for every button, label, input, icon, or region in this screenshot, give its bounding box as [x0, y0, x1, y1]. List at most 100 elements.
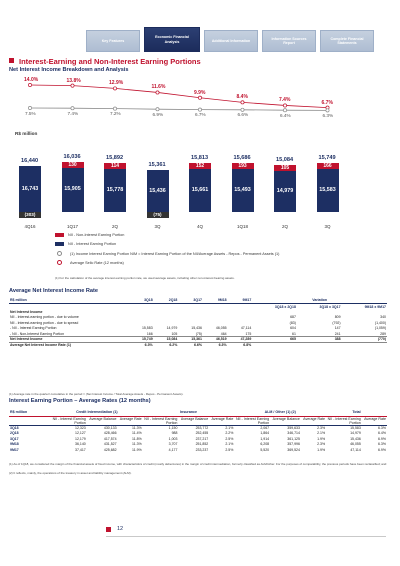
table-cell: 237,217	[195, 436, 209, 441]
bar-total-label: 15,686	[233, 155, 251, 162]
table-footnote: (2) It reflects, mainly, the operations …	[9, 471, 132, 475]
table-cell: 988	[171, 431, 178, 436]
bar-total-label: 15,084	[276, 156, 294, 163]
row-label: NII - Interest-earning portion - due to …	[10, 315, 79, 320]
bar-interest-earning: 16,743	[19, 166, 41, 212]
table-header: Variation	[252, 297, 387, 304]
bar-non-interest-earning: 152	[189, 162, 211, 169]
table-cell: 357,996	[287, 442, 300, 447]
table-cell: 11.8%	[132, 436, 142, 441]
table-row: Net Interest Income	[9, 309, 387, 315]
table-cell: 6.4%	[378, 431, 386, 436]
table-cell: 47,114	[240, 326, 252, 331]
table-cell: 47,289	[227, 336, 253, 342]
nav-tab-economic-financial-analysis[interactable]: Economic Financial Analysis	[144, 27, 200, 52]
table-header: 9M17	[227, 297, 253, 304]
x-axis-tick-label: 3Q	[324, 224, 331, 229]
table-cell: 6.3%	[202, 341, 228, 348]
series-line	[29, 84, 328, 109]
table-cell: 15,361	[178, 336, 203, 342]
legend-item-interest: NII - Interest Earning Portion	[55, 242, 116, 246]
x-axis-tick-label: 3Q	[154, 224, 161, 229]
table-cell: 15,436	[191, 326, 202, 331]
selic-rate-label: 8.4%	[236, 94, 248, 101]
interest-earning-rate-line	[28, 106, 330, 113]
table-subheader: Average Rate	[361, 416, 387, 426]
table-cell: 388	[296, 336, 342, 342]
legend-swatch	[55, 233, 64, 237]
nav-tab-complete-financial-statements[interactable]: Complete Financial Statements	[320, 30, 374, 52]
bar-non-interest-negative: (303)	[19, 212, 41, 218]
selic-rate-label: 6.7%	[321, 99, 333, 106]
legend-item-selic: Average Selic Rate (12 months)	[55, 260, 124, 265]
table-cell: 359,633	[287, 426, 300, 430]
top-navigation: Key Features Economic Financial Analysis…	[86, 0, 376, 52]
table-cell: 289	[380, 331, 386, 336]
table-cell: 464	[220, 331, 227, 336]
table-row: 3Q18 12,323 430,133 11.3% 1,150 253,772 2.1% 2,…	[9, 425, 387, 431]
data-point	[240, 100, 245, 105]
table-cell: (792)	[332, 320, 341, 325]
data-point	[155, 107, 160, 112]
table-cell: 37,417	[75, 447, 86, 452]
table-cell: 6.2%	[153, 341, 179, 348]
legend-item-nim: (1) Income Interest Earning Portion NIM …	[55, 251, 279, 256]
row-label: Average Net Interest Income Rate (1)	[9, 341, 129, 348]
bar-total-label: 15,813	[191, 154, 209, 161]
table-cell: 809	[334, 315, 341, 320]
table-cell: 2.5%	[225, 447, 234, 452]
table-cell: 1.9%	[317, 447, 326, 452]
bar-interest-earning: 15,436	[146, 169, 169, 212]
data-point	[28, 83, 32, 87]
bar-interest-earning: 15,493	[231, 169, 254, 212]
bar-total-label: 16,440	[21, 158, 39, 164]
chart-unit-label: R$ million	[15, 131, 38, 136]
table-cell: 2.5%	[225, 436, 234, 441]
bar-interest-earning: 14,979	[274, 170, 296, 212]
table-cell: (770)	[341, 336, 387, 342]
bar-interest-earning: 15,778	[104, 168, 126, 212]
table-group-header: Total	[326, 410, 387, 417]
legend-label: NII - Interest Earning Portion	[68, 242, 117, 246]
average-nii-rate-table: R$ million 3Q18 2Q18 3Q17 9M18 9M17 Vari…	[9, 297, 387, 348]
table-cell: 6.3%	[129, 341, 154, 348]
table-cell: 604	[290, 326, 296, 331]
bar-non-interest-earning: 105	[274, 164, 296, 171]
data-point	[70, 83, 75, 88]
variation-subheader: 3Q18 x 2Q18	[274, 304, 296, 309]
table-cell: 2.3%	[317, 442, 326, 447]
series-line	[29, 107, 328, 111]
table-cell: 1.9%	[317, 436, 326, 441]
data-point	[240, 107, 245, 112]
legend-item-non-interest: NII - Non-Interest Earning Portion	[55, 233, 124, 237]
nav-tab-information-sources-report[interactable]: Information Sources Report	[262, 30, 316, 52]
table-cell: (1,400)	[374, 320, 386, 325]
legend-marker	[57, 251, 62, 256]
table-cell: 430,133	[103, 426, 117, 430]
row-label: 9M17	[10, 447, 19, 452]
nav-tab-key-features[interactable]: Key Features	[86, 30, 140, 52]
table-cell: 5,520	[260, 447, 270, 452]
nav-tab-additional-information[interactable]: Additional Information	[204, 30, 258, 52]
footer-divider	[106, 536, 386, 537]
table-cell: 428,466	[103, 431, 117, 436]
bar-interest-earning: 15,661	[189, 168, 211, 212]
table-header: 3Q18	[129, 297, 154, 304]
table-cell: 431,527	[103, 442, 117, 447]
table-cell	[296, 341, 342, 348]
bar-total-label: 15,749	[318, 155, 336, 162]
legend-label: NII - Non-Interest Earning Portion	[68, 233, 125, 237]
selic-rate-label: 14.0%	[24, 77, 39, 83]
section-title-interest-earning-rates: Interest Earning Portion – Average Rates…	[9, 398, 151, 404]
table-cell	[252, 341, 297, 348]
interest-earning-rate-label: 7.2%	[110, 111, 121, 117]
table-subheader: NII - Interest Earning Portion	[142, 416, 179, 426]
selic-rate-label: 11.6%	[151, 84, 166, 91]
legend-label: (1) Income Interest Earning Portion NIM …	[70, 251, 280, 256]
table-cell: 36,140	[75, 442, 86, 447]
section-title-average-nii-rate: Average Net Interest Income Rate	[9, 288, 99, 294]
table-group-header: ALM / Other (1) (2)	[234, 410, 327, 417]
data-point	[325, 108, 330, 113]
chart-subtitle: Net Interest Income Breakdown and Analys…	[9, 67, 129, 73]
table-cell: 6,208	[260, 442, 270, 447]
